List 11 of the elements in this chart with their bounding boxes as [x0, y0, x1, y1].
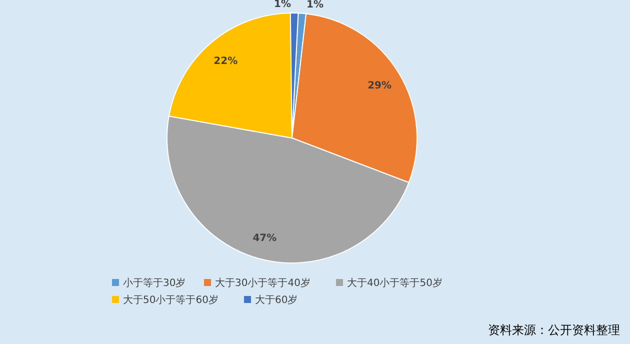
text: 资料来源：公开资料整理 — [488, 323, 620, 337]
legend-label: 大于40小于等于50岁 — [347, 277, 442, 289]
legend-label: 大于60岁 — [255, 294, 298, 306]
legend-label: 小于等于30岁 — [123, 277, 186, 289]
legend-label: 大于30小于等于40岁 — [215, 277, 310, 289]
data-label: 1% — [274, 0, 291, 10]
data-label: 29% — [368, 80, 392, 92]
data-label: 1% — [306, 0, 324, 10]
legend-label: 大于50小于等于60岁 — [123, 294, 218, 306]
data-label: 22% — [214, 56, 238, 67]
data-label: 47% — [252, 232, 277, 244]
